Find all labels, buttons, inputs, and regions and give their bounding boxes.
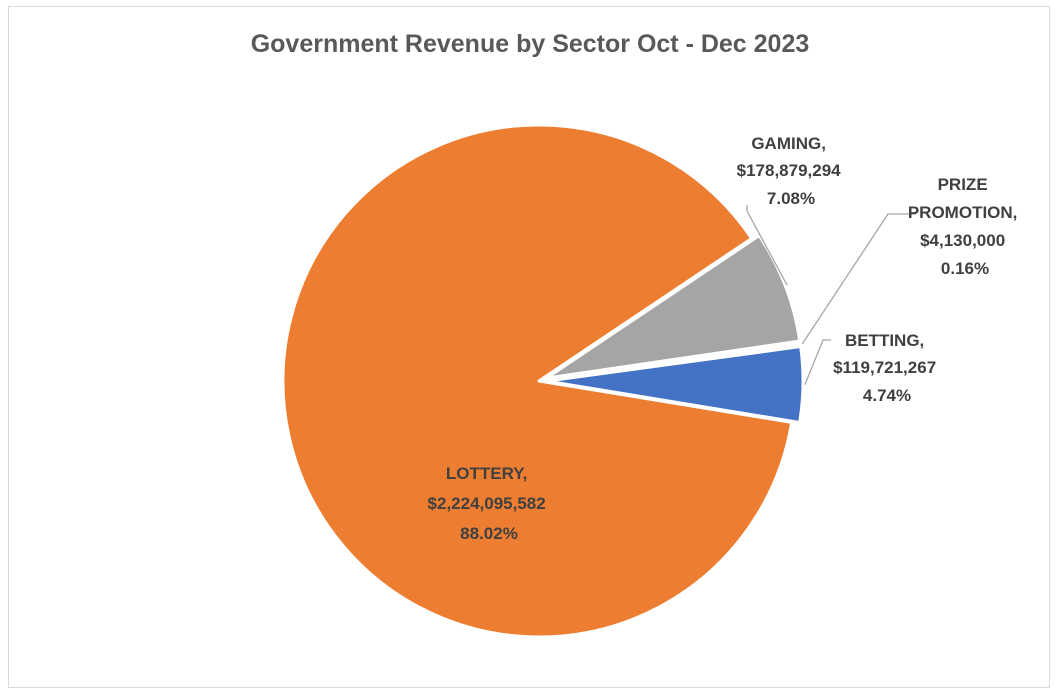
label-lottery-value: $2,224,095,582: [428, 494, 546, 513]
label-prize-name: PRIZE: [938, 175, 988, 194]
leader-line-betting: [804, 339, 831, 385]
label-prize-value: $4,130,000: [920, 231, 1005, 250]
slice-label-lottery: LOTTERY, $2,224,095,582 88.02%: [428, 464, 551, 543]
pie-slice-gaming: [544, 234, 802, 380]
pie-slices: [281, 123, 805, 639]
label-prize-name-line2: PROMOTION,: [908, 203, 1018, 222]
label-betting-name: BETTING,: [845, 331, 924, 350]
label-betting-percent: 4.74%: [863, 386, 911, 405]
slice-label-gaming: GAMING, $178,879,294 7.08%: [737, 134, 846, 208]
label-prize-percent: 0.16%: [941, 259, 989, 278]
label-gaming-percent: 7.08%: [767, 189, 815, 208]
chart-title: Government Revenue by Sector Oct - Dec 2…: [250, 30, 810, 58]
leader-line-gaming: [746, 205, 788, 286]
slice-label-prize-promotion: PRIZE PROMOTION, $4,130,000 0.16%: [908, 175, 1022, 278]
label-betting-value: $119,721,267: [833, 358, 936, 377]
label-gaming-name: GAMING,: [751, 134, 826, 153]
slice-label-betting: BETTING, $119,721,267 4.74%: [833, 331, 941, 405]
pie-slice-prize-promotion: [545, 341, 803, 382]
label-lottery-percent: 88.02%: [460, 524, 518, 543]
leader-line-prize-promotion: [801, 213, 916, 345]
pie-slice-lottery: [281, 123, 794, 639]
label-lottery-name: LOTTERY,: [446, 464, 528, 483]
label-gaming-value: $178,879,294: [737, 161, 842, 180]
leader-lines: [746, 205, 916, 385]
